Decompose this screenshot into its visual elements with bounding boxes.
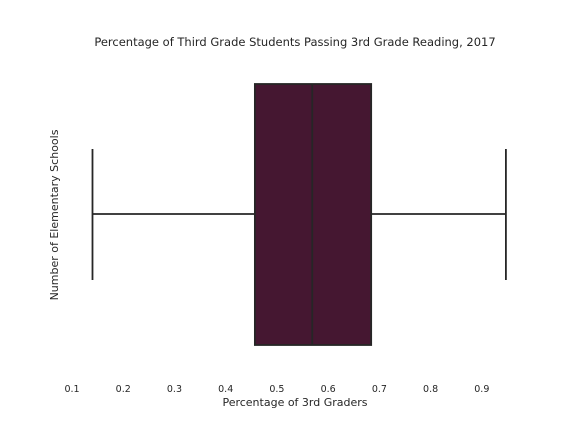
x-tick-label: 0.5 [269,384,284,395]
x-tick-label: 0.7 [372,384,387,395]
x-tick-label: 0.3 [167,384,182,395]
box-plot-marks [91,83,507,346]
x-tick-label: 0.4 [218,384,233,395]
x-tick-label: 0.2 [116,384,131,395]
x-tick-label: 0.6 [321,384,336,395]
chart-title: Percentage of Third Grade Students Passi… [94,35,495,49]
x-axis-label: Percentage of 3rd Graders [222,396,367,409]
x-tick-label: 0.9 [474,384,489,395]
y-axis-label: Number of Elementary Schools [48,129,61,300]
x-tick-label: 0.1 [64,384,79,395]
x-axis-ticks: 0.1 0.2 0.3 0.4 0.5 0.6 0.7 0.8 0.9 [64,384,489,395]
x-tick-label: 0.8 [423,384,438,395]
